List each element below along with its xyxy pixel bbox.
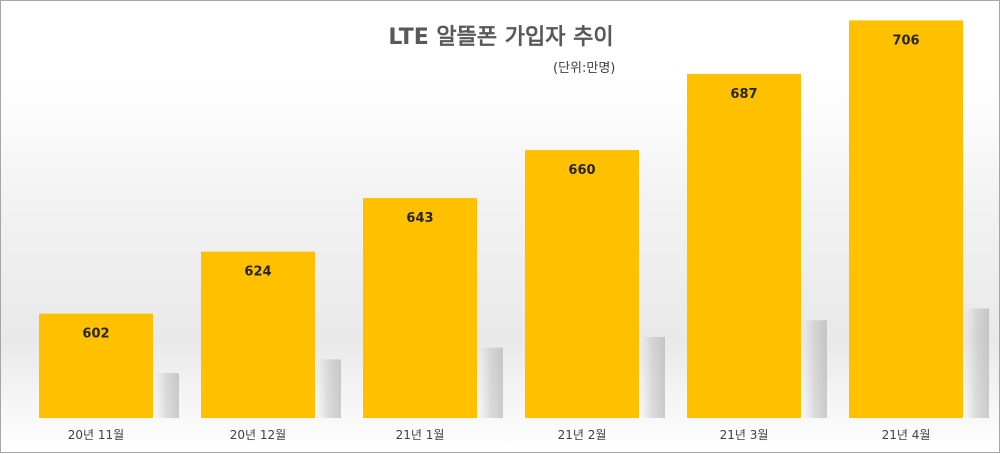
bar-shadow: [639, 337, 665, 418]
x-tick-label: 21년 3월: [720, 428, 769, 442]
data-label: 687: [730, 87, 757, 102]
bar: [39, 313, 153, 418]
bar: [201, 251, 315, 418]
x-tick-label: 21년 2월: [558, 428, 607, 442]
bar-shadow: [477, 347, 503, 418]
bar-shadow: [315, 359, 341, 418]
x-tick-label: 21년 1월: [396, 428, 445, 442]
data-label: 602: [82, 327, 109, 342]
data-label: 624: [244, 265, 271, 280]
bar-shadow: [153, 373, 179, 418]
data-label: 706: [892, 33, 919, 48]
bar-shadow: [801, 320, 827, 418]
unit-label: (단위:만명): [553, 61, 616, 76]
chart-title: LTE 알뜰폰 가입자 추이: [388, 25, 614, 50]
data-label: 660: [568, 163, 595, 178]
bar: [525, 150, 639, 418]
bar: [849, 20, 963, 418]
x-tick-label: 20년 12월: [230, 428, 286, 442]
bar-shadow: [963, 308, 989, 418]
bar: [363, 198, 477, 418]
data-label: 643: [406, 211, 433, 226]
x-tick-label: 21년 4월: [882, 428, 931, 442]
bar: [687, 73, 801, 419]
x-tick-label: 20년 11월: [68, 428, 124, 442]
